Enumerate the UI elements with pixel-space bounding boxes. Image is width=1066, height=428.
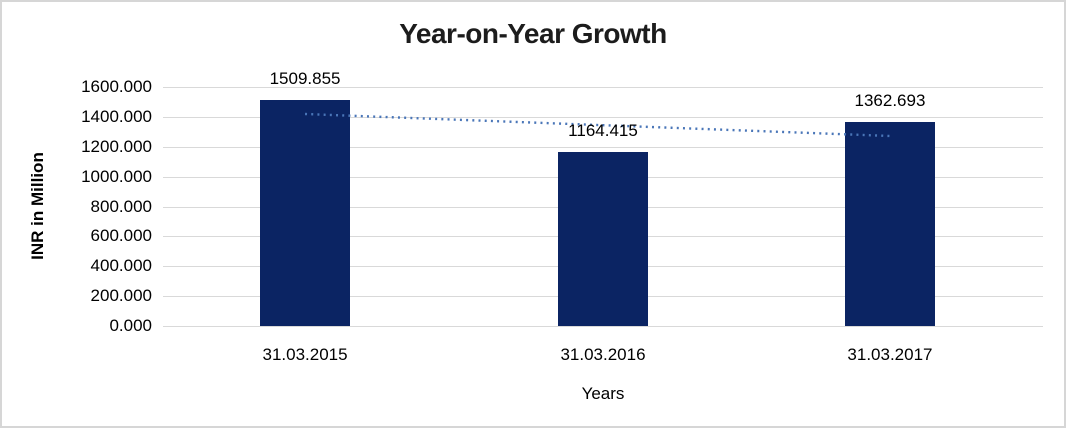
x-axis-tick-label: 31.03.2017 [847, 345, 933, 364]
chart-title: Year-on-Year Growth [399, 18, 667, 49]
gridline [163, 87, 1043, 88]
y-axis-tick-label: 0.000 [109, 316, 152, 335]
gridline [163, 326, 1043, 327]
bar-31.03.2017 [844, 122, 935, 326]
x-axis-title: Years [581, 384, 625, 403]
gridline [163, 146, 1043, 148]
y-axis-tick-label: 1600.000 [81, 77, 152, 96]
bar-data-label: 1164.415 [568, 121, 638, 141]
bar-data-label: 1362.693 [854, 91, 926, 111]
y-axis-tick-labels: 0.000 200.000 400.000 600.000 800.000 1000.00… [2, 77, 152, 335]
y-axis-tick-label: 200.000 [90, 286, 152, 306]
plot-area: 1509.855 1164.415 1362.693 [163, 69, 1043, 327]
y-axis-tick-label: 1000.000 [81, 166, 152, 186]
y-axis-tick-label: 1400.000 [81, 106, 152, 126]
y-axis-tick-label: 1200.000 [81, 136, 152, 156]
y-axis-tick-label: 600.000 [90, 226, 152, 246]
x-axis-tick-labels: 31.03.2015 31.03.2016 31.03.2017 [163, 345, 1043, 367]
x-axis-tick-label: 31.03.2016 [560, 345, 646, 364]
y-axis-tick-label: 400.000 [90, 256, 152, 276]
bar-31.03.2016 [558, 152, 648, 326]
bar-data-label: 1509.855 [269, 69, 341, 89]
y-axis-tick-label: 800.000 [90, 196, 152, 216]
x-axis-tick-label: 31.03.2015 [262, 345, 348, 364]
bar-31.03.2015 [260, 100, 351, 326]
